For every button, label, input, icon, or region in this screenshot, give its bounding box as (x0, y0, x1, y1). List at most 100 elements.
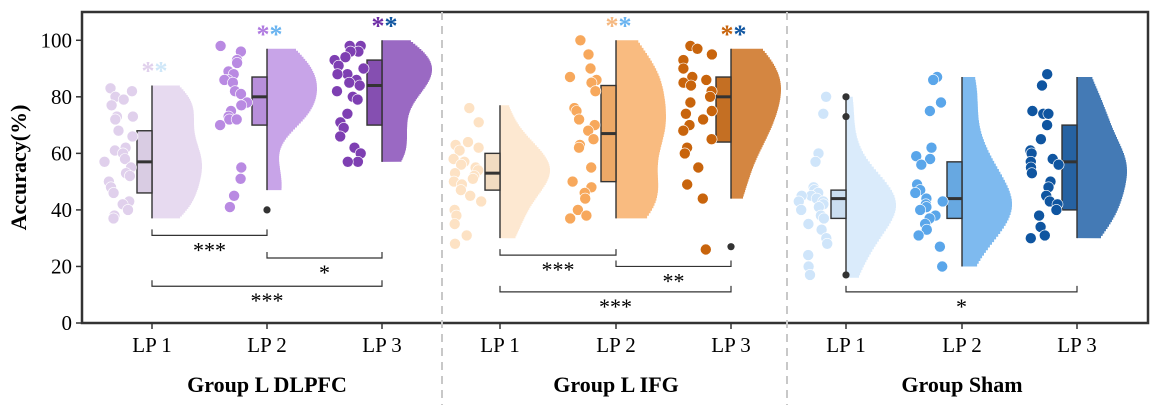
data-point (472, 116, 485, 129)
significance-bracket (615, 260, 732, 268)
y-tick-label: 80 (51, 85, 72, 109)
significance-star: * (721, 20, 734, 49)
data-point (214, 119, 226, 131)
outlier-point (842, 271, 850, 279)
box (251, 76, 268, 126)
box (830, 189, 847, 220)
significance-bracket (499, 285, 732, 293)
data-point (566, 175, 579, 188)
data-point (1033, 209, 1045, 222)
data-point (475, 195, 488, 208)
data-point (909, 187, 922, 199)
data-point (463, 102, 476, 114)
box (366, 59, 383, 126)
data-point (564, 212, 577, 225)
data-point (1041, 119, 1053, 131)
data-point (574, 34, 587, 47)
x-tick-label: LP 3 (362, 333, 401, 357)
data-point (98, 156, 111, 168)
data-point (1025, 232, 1037, 244)
data-point (920, 223, 933, 236)
data-point (579, 192, 592, 205)
data-point (105, 99, 118, 112)
data-point (1039, 229, 1051, 242)
y-tick-label: 100 (41, 28, 73, 52)
plot-frame (80, 10, 1150, 325)
significance-star: * (155, 57, 168, 86)
significance-star: * (142, 57, 155, 86)
data-point (107, 212, 120, 225)
group-label: Group L DLPFC (187, 372, 347, 397)
significance-label: * (319, 260, 330, 285)
data-point (585, 161, 598, 174)
significance-star: * (606, 11, 619, 40)
data-point (235, 99, 248, 112)
data-point (915, 158, 928, 171)
data-point (820, 91, 832, 103)
data-point (112, 124, 125, 137)
half-violin (152, 85, 202, 219)
significance-star: * (619, 11, 632, 40)
data-point (343, 76, 356, 89)
data-point (104, 82, 117, 95)
data-point (580, 209, 593, 222)
y-axis-title: Accuracy(%) (6, 105, 31, 231)
x-tick-label: LP 3 (711, 333, 750, 357)
data-point (467, 173, 479, 185)
significance-bracket (266, 251, 383, 259)
data-point (235, 161, 248, 174)
data-point (697, 113, 709, 126)
significance-star: * (372, 11, 385, 40)
data-point (124, 170, 136, 182)
data-point (795, 204, 808, 216)
data-point (126, 130, 139, 143)
half-violin (846, 96, 896, 278)
data-point (924, 153, 936, 165)
half-violin (616, 40, 666, 219)
group-label: Group L IFG (553, 372, 679, 397)
group-label: Group Sham (901, 372, 1022, 397)
significance-bracket (499, 249, 617, 256)
data-point (582, 124, 595, 137)
significance-label: *** (599, 294, 632, 319)
data-point (589, 85, 602, 97)
data-point (1026, 105, 1039, 117)
data-point (331, 68, 344, 80)
data-point (696, 192, 709, 205)
significance-star: * (270, 20, 283, 49)
half-violin (1077, 77, 1127, 239)
data-point (681, 178, 694, 191)
data-point (455, 158, 467, 171)
data-point (126, 85, 138, 97)
x-tick-label: LP 1 (132, 333, 171, 357)
data-point (460, 229, 473, 242)
data-point (1052, 158, 1065, 171)
data-point (117, 93, 130, 106)
significance-star: * (257, 20, 270, 49)
data-point (818, 212, 830, 225)
data-point (936, 195, 949, 208)
box (946, 161, 963, 220)
data-point (1036, 79, 1048, 92)
data-point (455, 184, 467, 196)
data-point (357, 62, 370, 75)
significance-bracket (151, 229, 268, 236)
data-point (453, 144, 466, 157)
data-point (107, 187, 120, 199)
data-point (584, 62, 597, 75)
data-point (231, 57, 243, 69)
data-point (821, 238, 834, 250)
data-point (214, 40, 227, 52)
data-point (341, 108, 354, 120)
data-point (582, 48, 595, 61)
data-point (448, 218, 461, 230)
data-point (678, 147, 691, 160)
data-point (705, 133, 718, 145)
half-violin (962, 77, 1012, 267)
data-point (934, 240, 946, 253)
data-point (700, 74, 713, 86)
data-point (127, 110, 139, 123)
x-tick-label: LP 2 (942, 333, 981, 357)
data-point (341, 156, 354, 168)
